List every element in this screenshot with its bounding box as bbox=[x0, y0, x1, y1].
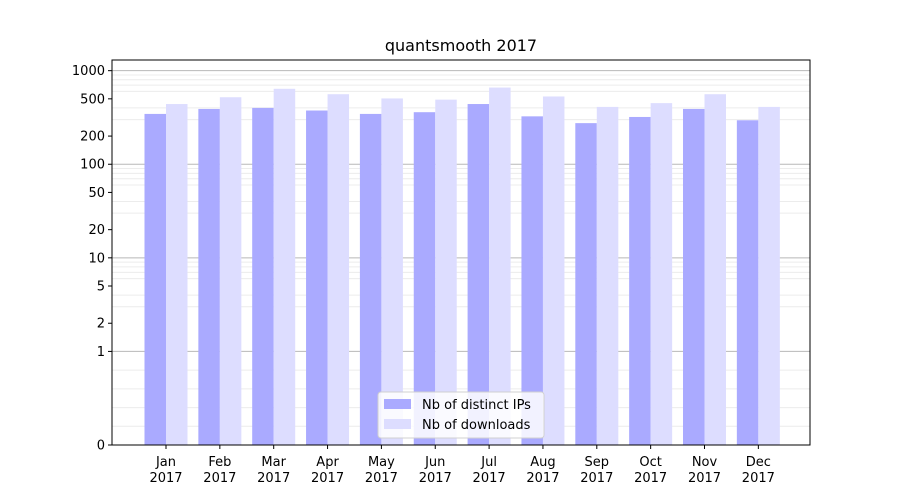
bar-distinct-ips bbox=[252, 107, 274, 446]
x-tick-label-month: Mar bbox=[261, 455, 286, 470]
bar-downloads bbox=[596, 106, 619, 445]
y-tick-label: 500 bbox=[80, 92, 105, 107]
y-tick-label: 20 bbox=[88, 223, 105, 238]
x-tick-label-month: Feb bbox=[208, 455, 231, 470]
x-tick-label-year: 2017 bbox=[473, 471, 506, 486]
bar-distinct-ips bbox=[736, 120, 759, 445]
x-tick-label-year: 2017 bbox=[311, 471, 344, 486]
x-tick-label-month: Apr bbox=[316, 455, 339, 470]
bar-distinct-ips bbox=[683, 108, 705, 446]
x-tick-label-year: 2017 bbox=[634, 471, 667, 486]
bar-downloads bbox=[219, 97, 242, 445]
x-tick-label-month: Jul bbox=[480, 455, 497, 470]
x-tick-label-year: 2017 bbox=[203, 471, 236, 486]
y-tick-label: 0 bbox=[97, 439, 105, 454]
x-tick-label-month: Jan bbox=[155, 455, 176, 470]
bars bbox=[144, 87, 780, 446]
bar-downloads bbox=[327, 94, 350, 445]
bar-distinct-ips bbox=[629, 116, 651, 446]
y-tick-label: 10 bbox=[88, 251, 105, 266]
bar-distinct-ips bbox=[359, 113, 382, 446]
bar-downloads bbox=[166, 104, 188, 445]
chart-title: quantsmooth 2017 bbox=[385, 36, 537, 55]
legend-swatch bbox=[384, 419, 411, 429]
bar-distinct-ips bbox=[575, 123, 597, 446]
y-axis: 0 1 2 5 10 20 50 100 200 500 1000 bbox=[72, 64, 112, 454]
legend-label: Nb of distinct IPs bbox=[422, 398, 531, 413]
x-tick-label-month: Dec bbox=[746, 455, 771, 470]
x-tick-label-year: 2017 bbox=[526, 471, 559, 486]
x-tick-label-month: Aug bbox=[530, 455, 555, 470]
bar-downloads bbox=[273, 88, 296, 445]
x-axis: Jan2017Feb2017Mar2017Apr2017May2017Jun20… bbox=[149, 445, 775, 486]
bar-downloads bbox=[758, 106, 780, 445]
bar-distinct-ips bbox=[413, 112, 436, 445]
x-tick-label-month: Sep bbox=[585, 455, 610, 470]
x-tick-label-month: May bbox=[368, 455, 395, 470]
bar-downloads bbox=[381, 98, 403, 445]
legend-swatch bbox=[384, 399, 411, 409]
bar-distinct-ips bbox=[467, 104, 490, 445]
x-tick-label-month: Nov bbox=[692, 455, 718, 470]
bar-distinct-ips bbox=[198, 108, 220, 446]
bar-downloads bbox=[542, 96, 565, 446]
y-tick-label: 50 bbox=[88, 186, 105, 201]
bar-downloads bbox=[650, 103, 673, 445]
bar-distinct-ips bbox=[306, 110, 328, 446]
y-tick-label: 1 bbox=[97, 345, 105, 360]
x-tick-label-year: 2017 bbox=[365, 471, 398, 486]
legend: Nb of distinct IPs Nb of downloads bbox=[377, 391, 545, 439]
x-tick-label-year: 2017 bbox=[419, 471, 452, 486]
x-tick-label-month: Jun bbox=[424, 455, 445, 470]
bar-distinct-ips bbox=[521, 116, 543, 445]
y-tick-label: 200 bbox=[80, 130, 105, 145]
legend-box bbox=[377, 391, 545, 439]
y-tick-label: 2 bbox=[97, 317, 105, 332]
bar-downloads bbox=[435, 99, 457, 445]
bar-downloads bbox=[489, 87, 511, 446]
x-tick-label-year: 2017 bbox=[149, 471, 182, 486]
y-tick-label: 100 bbox=[80, 158, 105, 173]
x-tick-label-year: 2017 bbox=[688, 471, 721, 486]
bar-distinct-ips bbox=[144, 113, 166, 446]
bar-downloads bbox=[704, 94, 726, 445]
x-tick-label-month: Oct bbox=[639, 455, 661, 470]
y-tick-label: 1000 bbox=[72, 64, 105, 79]
legend-label: Nb of downloads bbox=[422, 418, 531, 433]
plot-frame bbox=[111, 59, 811, 446]
x-tick-label-year: 2017 bbox=[742, 471, 775, 486]
y-tick-label: 5 bbox=[97, 280, 105, 295]
x-tick-label-year: 2017 bbox=[580, 471, 613, 486]
x-tick-label-year: 2017 bbox=[257, 471, 290, 486]
